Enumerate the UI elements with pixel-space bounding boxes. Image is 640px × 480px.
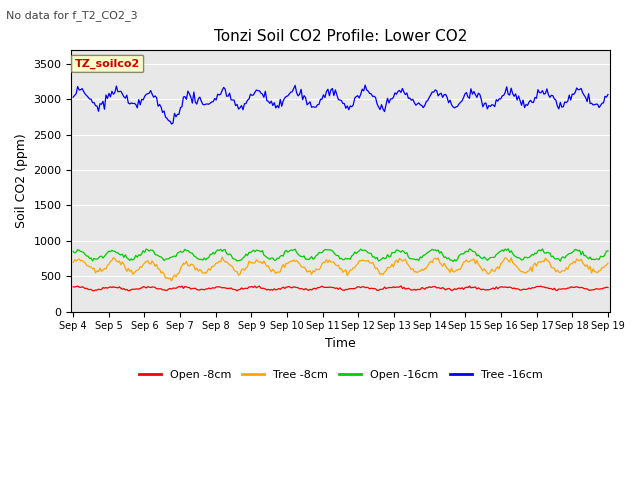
- Legend: Open -8cm, Tree -8cm, Open -16cm, Tree -16cm: Open -8cm, Tree -8cm, Open -16cm, Tree -…: [134, 366, 547, 384]
- Line: Tree -16cm: Tree -16cm: [73, 85, 608, 124]
- Tree -8cm: [577, 256, 585, 262]
- Open -8cm: [233, 288, 241, 294]
- Open -8cm: [228, 287, 236, 292]
- Title: Tonzi Soil CO2 Profile: Lower CO2: Tonzi Soil CO2 Profile: Lower CO2: [214, 29, 467, 44]
- Y-axis label: Soil CO2 (ppm): Soil CO2 (ppm): [15, 133, 28, 228]
- Tree -16cm: [604, 92, 612, 97]
- Open -8cm: [257, 285, 265, 291]
- Open -16cm: [69, 249, 77, 254]
- Tree -16cm: [135, 97, 143, 103]
- Open -8cm: [604, 285, 612, 290]
- Open -16cm: [255, 248, 263, 253]
- Tree -8cm: [306, 268, 314, 274]
- Open -16cm: [449, 259, 457, 264]
- Open -16cm: [604, 248, 612, 254]
- Tree -16cm: [362, 82, 369, 88]
- Line: Open -8cm: Open -8cm: [73, 286, 608, 291]
- Tree -8cm: [250, 260, 257, 266]
- Tree -16cm: [168, 121, 175, 127]
- Text: No data for f_T2_CO2_3: No data for f_T2_CO2_3: [6, 10, 138, 21]
- Tree -8cm: [604, 260, 612, 266]
- X-axis label: Time: Time: [325, 337, 356, 350]
- Tree -16cm: [257, 90, 265, 96]
- Open -16cm: [504, 246, 512, 252]
- Open -8cm: [305, 288, 312, 293]
- Open -16cm: [577, 252, 585, 258]
- Tree -16cm: [230, 97, 238, 103]
- Tree -8cm: [168, 278, 175, 284]
- Open -16cm: [135, 252, 143, 258]
- Tree -16cm: [69, 94, 77, 100]
- Tree -16cm: [305, 101, 312, 107]
- Text: TZ_soilco2: TZ_soilco2: [75, 59, 140, 69]
- Tree -8cm: [259, 261, 266, 266]
- Open -16cm: [246, 250, 254, 255]
- Open -8cm: [69, 284, 77, 290]
- Open -16cm: [303, 256, 311, 262]
- Line: Tree -8cm: Tree -8cm: [73, 257, 608, 281]
- Tree -8cm: [218, 254, 226, 260]
- Open -8cm: [577, 285, 585, 290]
- Tree -8cm: [69, 260, 77, 265]
- Tree -16cm: [577, 85, 585, 91]
- Open -8cm: [397, 283, 404, 289]
- Open -8cm: [248, 284, 256, 289]
- Open -8cm: [135, 286, 143, 292]
- Open -16cm: [228, 255, 236, 261]
- Line: Open -16cm: Open -16cm: [73, 249, 608, 262]
- Tree -8cm: [135, 267, 143, 273]
- Tree -16cm: [248, 93, 256, 98]
- Tree -8cm: [232, 268, 239, 274]
